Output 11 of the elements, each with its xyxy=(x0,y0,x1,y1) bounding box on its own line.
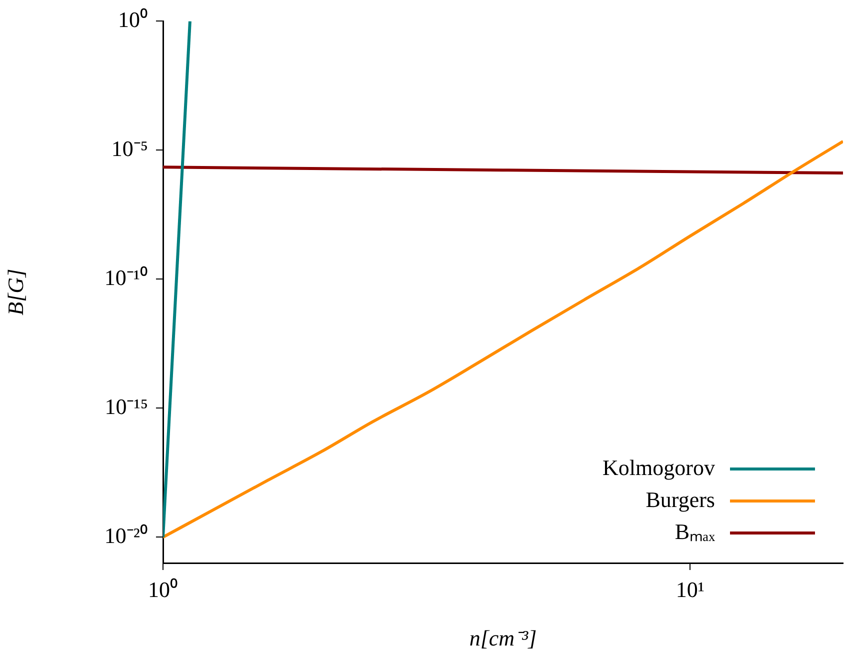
y-tick-label: 10⁻¹⁵ xyxy=(104,394,148,419)
y-axis-title: B[G] xyxy=(2,268,28,316)
x-tick-label: 10¹ xyxy=(676,576,704,602)
y-tick-label: 10⁻¹⁰ xyxy=(104,264,148,290)
y-tick-label: 10⁰ xyxy=(118,6,148,32)
y-tick-label: 10⁻⁵ xyxy=(111,136,148,161)
legend-label: Kolmogorov xyxy=(602,454,715,480)
legend-label: Bₘₐₓ xyxy=(674,518,716,544)
x-axis-title: n[cm⁻³] xyxy=(469,626,537,651)
y-tick-label: 10⁻²⁰ xyxy=(104,522,148,548)
legend-label: Burgers xyxy=(646,486,715,512)
